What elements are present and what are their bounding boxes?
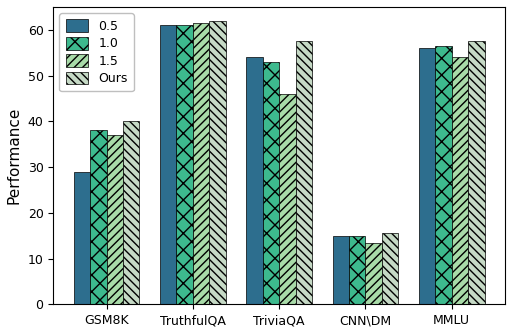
Bar: [209, 21, 226, 304]
Bar: [193, 23, 209, 304]
Bar: [123, 121, 139, 304]
Y-axis label: Performance: Performance: [7, 107, 22, 204]
Bar: [295, 41, 312, 304]
Bar: [177, 25, 193, 304]
Bar: [452, 57, 468, 304]
Bar: [419, 48, 435, 304]
Bar: [349, 236, 366, 304]
Bar: [160, 25, 177, 304]
Bar: [279, 94, 295, 304]
Bar: [90, 131, 106, 304]
Bar: [366, 242, 382, 304]
Legend: 0.5, 1.0, 1.5, Ours: 0.5, 1.0, 1.5, Ours: [59, 13, 134, 92]
Bar: [246, 57, 263, 304]
Bar: [382, 233, 398, 304]
Bar: [263, 62, 279, 304]
Bar: [74, 172, 90, 304]
Bar: [468, 41, 484, 304]
Bar: [106, 135, 123, 304]
Bar: [435, 46, 452, 304]
Bar: [333, 236, 349, 304]
